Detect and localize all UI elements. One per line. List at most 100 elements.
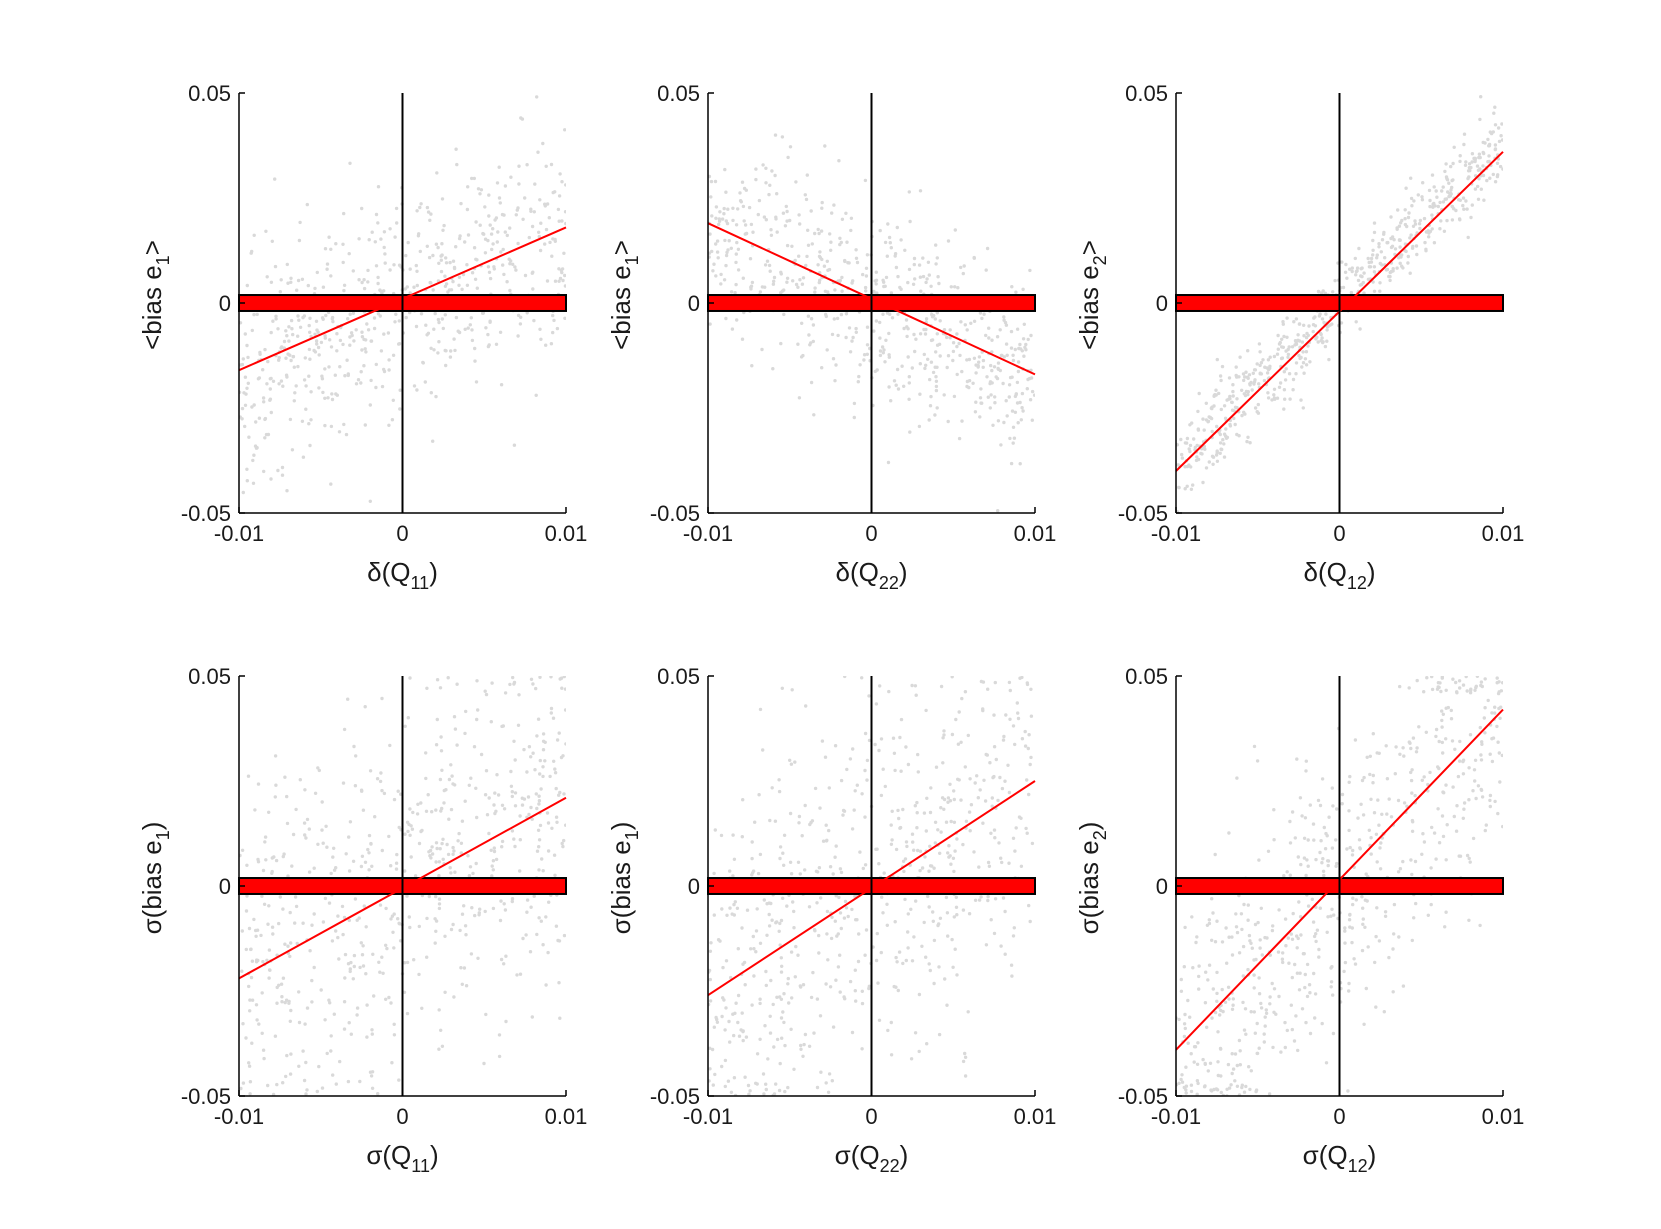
scatter-point xyxy=(1325,328,1329,332)
scatter-point xyxy=(1367,828,1372,832)
scatter-point xyxy=(284,1074,288,1079)
scatter-point xyxy=(928,404,933,408)
scatter-point xyxy=(1252,368,1257,372)
scatter-point xyxy=(1007,680,1012,685)
scatter-point xyxy=(1022,354,1026,358)
scatter-point xyxy=(1293,836,1298,840)
scatter-point xyxy=(472,246,477,250)
scatter-point xyxy=(428,854,432,858)
scatter-point xyxy=(277,382,281,386)
scatter-point xyxy=(990,338,994,342)
scatter-point xyxy=(380,696,384,701)
scatter-point xyxy=(287,325,291,329)
scatter-point xyxy=(934,379,939,383)
scatter-point xyxy=(563,316,566,320)
scatter-point xyxy=(1256,402,1261,407)
scatter-point xyxy=(274,783,278,787)
scatter-point xyxy=(343,952,348,957)
scatter-point xyxy=(244,947,248,952)
scatter-point xyxy=(1235,397,1239,401)
scatter-point xyxy=(378,970,382,974)
scatter-point xyxy=(544,227,549,232)
scatter-point xyxy=(1476,784,1481,788)
scatter-point xyxy=(1276,950,1281,954)
scatter-point xyxy=(537,230,541,234)
scatter-point xyxy=(346,317,350,321)
scatter-point xyxy=(263,436,267,440)
scatter-point xyxy=(1185,484,1189,488)
scatter-point xyxy=(430,845,434,849)
scatter-point xyxy=(1001,738,1006,742)
scatter-point xyxy=(992,713,996,717)
scatter-point xyxy=(247,1061,251,1065)
scatter-point xyxy=(761,748,765,752)
scatter-point xyxy=(1387,797,1391,801)
y-axis-label-suffix: > xyxy=(606,240,636,255)
scatter-point xyxy=(878,320,882,325)
scatter-point xyxy=(725,913,729,917)
scatter-point xyxy=(887,385,891,389)
scatter-point xyxy=(1321,340,1325,345)
scatter-point xyxy=(1444,783,1448,787)
scatter-point xyxy=(1413,793,1417,798)
scatter-point xyxy=(911,840,915,844)
scatter-point xyxy=(352,953,357,958)
scatter-point xyxy=(1286,352,1291,357)
scatter-point xyxy=(981,358,986,363)
scatter-point xyxy=(1335,807,1339,811)
scatter-point xyxy=(890,809,894,813)
scatter-point xyxy=(778,995,782,999)
scatter-point xyxy=(560,219,564,223)
scatter-point xyxy=(428,848,433,853)
scatter-point xyxy=(1441,712,1446,716)
scatter-point xyxy=(1241,974,1246,978)
y-axis-label-text: σ(bias e xyxy=(1074,840,1104,934)
scatter-point xyxy=(552,318,556,323)
scatter-point xyxy=(398,939,403,943)
scatter-point xyxy=(844,906,849,910)
scatter-point xyxy=(1479,787,1483,792)
scatter-point xyxy=(1032,393,1035,397)
scatter-point xyxy=(938,354,942,358)
scatter-point xyxy=(770,786,774,790)
scatter-point xyxy=(750,364,754,368)
scatter-point xyxy=(961,271,965,276)
scatter-point xyxy=(855,783,859,787)
scatter-point xyxy=(1318,803,1323,808)
scatter-point xyxy=(269,330,273,335)
scatter-point xyxy=(1025,682,1030,687)
scatter-point xyxy=(366,328,371,332)
scatter-point xyxy=(736,247,741,251)
scatter-point xyxy=(827,786,831,790)
scatter-point xyxy=(934,243,938,247)
scatter-point xyxy=(305,1088,309,1092)
scatter-point xyxy=(1486,698,1490,703)
scatter-point xyxy=(1391,267,1395,271)
scatter-point xyxy=(1473,688,1477,692)
scatter-point xyxy=(1467,856,1471,861)
scatter-point xyxy=(1307,324,1311,328)
scatter-point xyxy=(255,312,259,317)
scatter-point xyxy=(329,424,334,429)
scatter-point xyxy=(557,793,561,797)
scatter-point xyxy=(1427,235,1431,239)
scatter-point xyxy=(474,861,478,866)
scatter-point xyxy=(1458,159,1462,164)
scatter-point xyxy=(779,1016,784,1020)
scatter-point xyxy=(915,826,919,830)
scatter-point xyxy=(247,435,251,439)
scatter-point xyxy=(1383,910,1388,914)
scatter-point xyxy=(360,789,364,793)
scatter-point xyxy=(373,815,377,819)
scatter-point xyxy=(1227,376,1232,380)
scatter-point xyxy=(765,259,770,263)
scatter-point xyxy=(993,897,998,901)
scatter-point xyxy=(1392,238,1396,242)
scatter-point xyxy=(1467,766,1471,770)
scatter-point xyxy=(280,473,285,477)
scatter-point xyxy=(310,923,314,927)
scatter-point xyxy=(1247,1065,1251,1069)
scatter-point xyxy=(827,1072,832,1076)
scatter-point xyxy=(1444,688,1448,692)
x-axis-label-text: σ(Q xyxy=(366,1140,411,1170)
